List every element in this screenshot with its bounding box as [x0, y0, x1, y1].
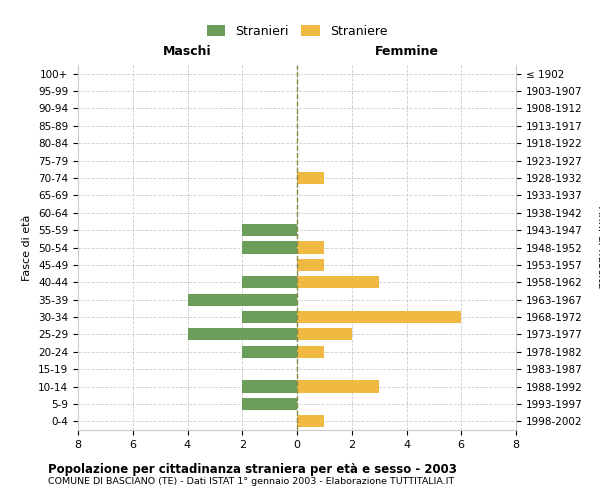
Bar [297, 259, 325, 271]
Bar [297, 311, 461, 323]
Bar [187, 328, 297, 340]
Legend: Stranieri, Straniere: Stranieri, Straniere [202, 20, 392, 43]
Bar [242, 398, 297, 410]
Bar [242, 224, 297, 236]
Bar [297, 380, 379, 392]
Bar [242, 380, 297, 392]
Bar [187, 294, 297, 306]
Bar [297, 276, 379, 288]
Y-axis label: Fasce di età: Fasce di età [22, 214, 32, 280]
Bar [297, 328, 352, 340]
Bar [297, 346, 325, 358]
Bar [242, 276, 297, 288]
Bar [242, 346, 297, 358]
Text: Popolazione per cittadinanza straniera per età e sesso - 2003: Popolazione per cittadinanza straniera p… [48, 462, 457, 475]
Bar [297, 172, 325, 184]
Bar [242, 311, 297, 323]
Text: Femmine: Femmine [374, 44, 439, 58]
Bar [242, 242, 297, 254]
Bar [297, 242, 325, 254]
Text: Maschi: Maschi [163, 44, 212, 58]
Y-axis label: Anni di nascita: Anni di nascita [596, 206, 600, 289]
Text: COMUNE DI BASCIANO (TE) - Dati ISTAT 1° gennaio 2003 - Elaborazione TUTTITALIA.I: COMUNE DI BASCIANO (TE) - Dati ISTAT 1° … [48, 478, 454, 486]
Bar [297, 415, 325, 428]
